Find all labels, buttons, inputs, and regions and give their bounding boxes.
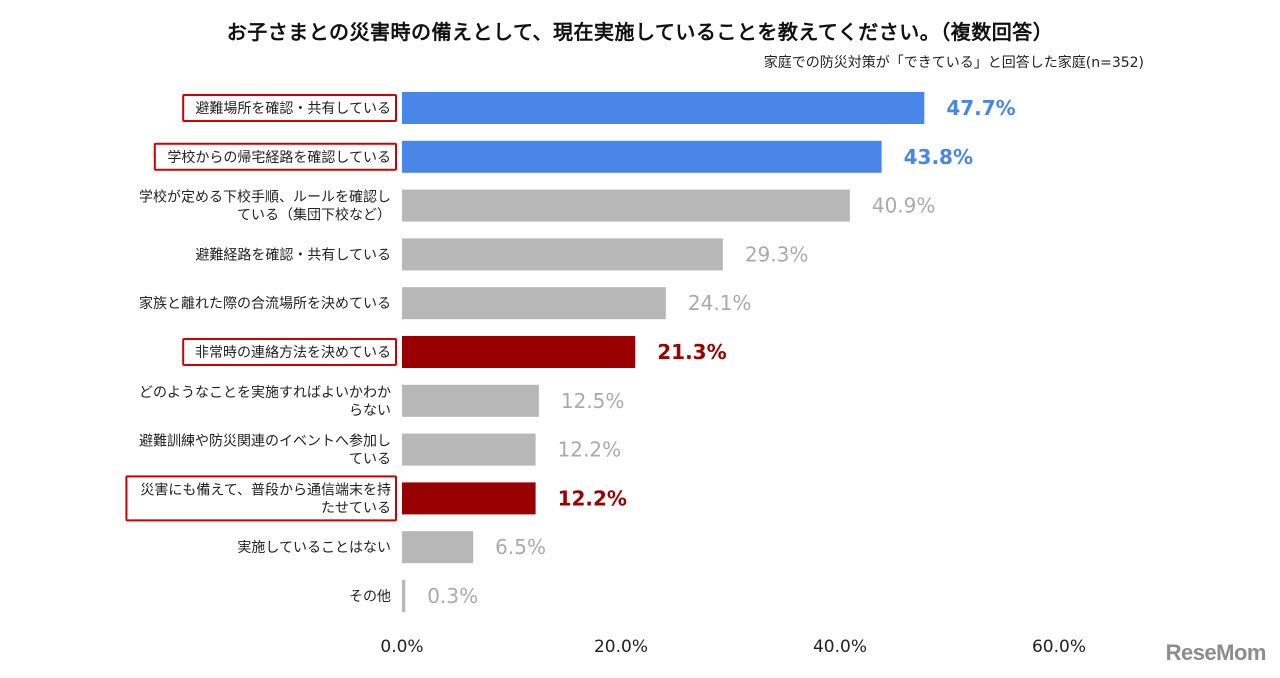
- bar-6: [402, 336, 636, 368]
- chart-title: お子さまとの災害時の備えとして、現在実施していることを教えてください。（複数回答…: [226, 20, 1054, 44]
- highlight-box-2: [153, 142, 397, 171]
- chart-subtitle: 家庭での防災対策が「できている」と回答した家庭(n=352): [763, 55, 1144, 71]
- value-label-2: 43.8%: [904, 145, 973, 169]
- bar-2: [402, 140, 882, 173]
- value-label-5: 24.1%: [688, 291, 752, 315]
- x-tick-2: 20.0%: [594, 637, 648, 657]
- bar-5: [402, 287, 666, 320]
- category-label-3: 学校が定める下校手順、ルールを確認している（集団下校など）: [139, 189, 391, 224]
- category-label-9: 災害にも備えて、普段から通信端末を持たせている: [140, 482, 391, 516]
- value-label-1: 47.7%: [946, 96, 1015, 120]
- value-label-7: 12.5%: [561, 389, 625, 413]
- x-tick-4: 60.0%: [1032, 637, 1086, 657]
- category-label-11: その他: [349, 589, 391, 605]
- category-label-7: どのようなことを実施すればよいかわからない: [139, 385, 391, 419]
- value-label-4: 29.3%: [745, 242, 809, 266]
- bar-10: [402, 531, 474, 564]
- highlight-box-9: [125, 475, 398, 522]
- value-label-8: 12.2%: [558, 438, 622, 462]
- highlight-boxes: [125, 94, 398, 522]
- bar-11: [402, 580, 406, 612]
- category-label-2: 学校からの帰宅経路を確認している: [167, 149, 391, 166]
- value-label-9: 12.2%: [558, 486, 627, 510]
- value-labels: 47.7% 43.8% 40.9% 29.3% 24.1% 21.3% 12.5% 12.2%…: [427, 96, 1015, 608]
- x-tick-1: 0.0%: [380, 637, 423, 657]
- category-label-1: 避難場所を確認・共有している: [195, 101, 391, 117]
- value-label-3: 40.9%: [872, 194, 936, 218]
- category-label-5: 家族と離れた際の合流場所を決めている: [139, 295, 391, 312]
- category-labels: 避難場所を確認・共有している学校からの帰宅経路を確認している学校が定める下校手順…: [139, 101, 391, 605]
- category-label-10: 実施していることはない: [237, 540, 391, 556]
- value-label-10: 6.5%: [495, 535, 546, 559]
- highlight-box-1: [182, 94, 397, 122]
- category-label-6: 非常時の連絡方法を決めている: [195, 345, 391, 361]
- highlight-box-6: [182, 338, 397, 366]
- value-label-6: 21.3%: [657, 340, 726, 364]
- category-label-4: 避難経路を確認・共有している: [195, 247, 391, 263]
- value-label-11: 0.3%: [427, 584, 478, 608]
- bar-1: [402, 92, 925, 124]
- bar-7: [402, 384, 539, 417]
- x-tick-3: 40.0%: [813, 637, 867, 657]
- bars: [402, 92, 925, 612]
- bar-3: [402, 189, 850, 222]
- bar-9: [402, 482, 536, 515]
- resemom-logo: ReseMom: [1165, 640, 1267, 665]
- bar-4: [402, 238, 723, 271]
- x-axis-ticks: 0.0% 20.0% 40.0% 60.0%: [380, 637, 1086, 657]
- bar-8: [402, 433, 536, 466]
- category-label-8: 避難訓練や防災関連のイベントへ参加している: [139, 433, 391, 468]
